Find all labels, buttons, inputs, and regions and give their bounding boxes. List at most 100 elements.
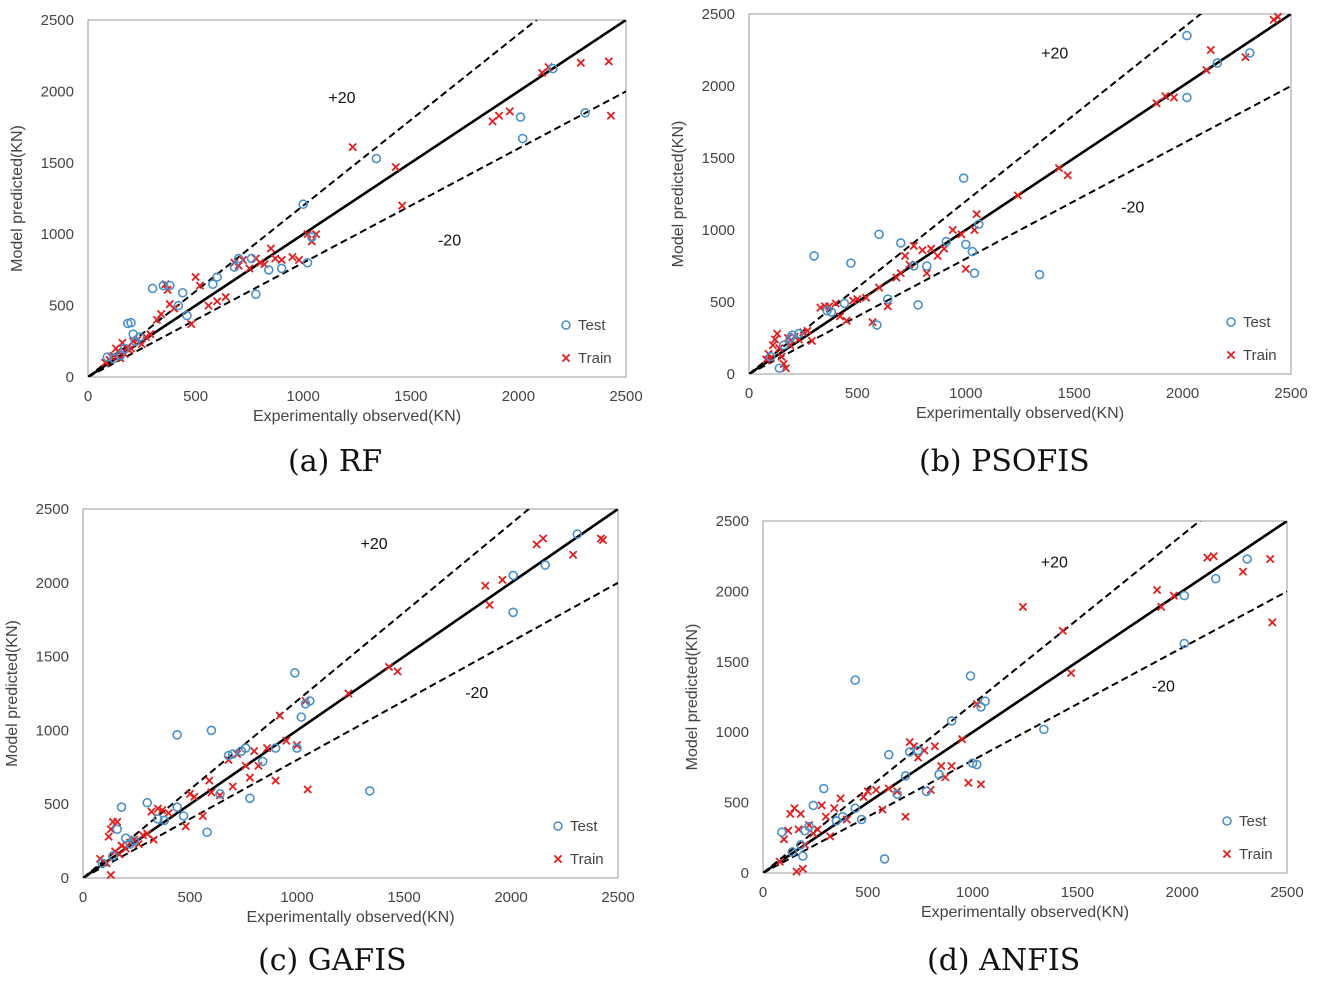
test-point xyxy=(153,814,163,824)
train-point xyxy=(311,229,321,239)
x-tick-label: 2000 xyxy=(1166,385,1199,402)
train-point xyxy=(1066,668,1076,678)
train-point xyxy=(288,252,297,262)
test-point xyxy=(818,783,829,794)
test-point xyxy=(172,802,182,812)
test-point xyxy=(508,570,518,581)
band-annotation: -20 xyxy=(465,685,488,702)
train-point xyxy=(384,662,394,672)
test-point xyxy=(1210,573,1221,584)
train-point xyxy=(786,809,795,819)
y-tick-label: 500 xyxy=(710,294,735,311)
train-point xyxy=(228,782,238,791)
test-point xyxy=(921,261,932,271)
chart-panel-psofis: 0 500 1000 1500 2000 2500 0 500 1000 1500 2000 2500… xyxy=(661,0,1322,491)
test-point xyxy=(97,858,108,869)
test-point xyxy=(839,298,850,309)
train-point xyxy=(275,711,285,720)
x-tick-label: 500 xyxy=(183,388,208,405)
train-point xyxy=(147,807,156,816)
train-point xyxy=(117,841,126,850)
test-point xyxy=(208,279,218,289)
test-point xyxy=(307,232,317,242)
train-point xyxy=(1013,191,1023,200)
train-point xyxy=(397,201,407,210)
train-point xyxy=(245,264,254,273)
y-tick-label: 1500 xyxy=(36,649,69,666)
test-point xyxy=(974,219,984,230)
train-point xyxy=(830,803,839,813)
train-point xyxy=(190,792,199,802)
x-tick-label: 500 xyxy=(855,884,880,901)
train-point xyxy=(1265,554,1275,564)
train-point xyxy=(1273,12,1283,22)
legend-marker-train xyxy=(553,854,563,864)
train-point xyxy=(1152,99,1161,108)
y-tick-label: 500 xyxy=(724,795,749,812)
train-point xyxy=(1157,602,1166,612)
train-point xyxy=(207,788,216,797)
x-axis-title: Experimentally observed(KN) xyxy=(246,909,454,926)
test-point xyxy=(240,743,251,753)
plot-frame xyxy=(82,508,619,879)
upper-bound-line xyxy=(88,20,538,377)
test-point xyxy=(822,305,832,316)
test-point xyxy=(892,789,902,799)
train-point xyxy=(181,822,190,831)
train-point xyxy=(538,534,548,543)
x-tick-label: 0 xyxy=(759,884,767,901)
train-point xyxy=(277,255,286,265)
test-point xyxy=(1242,554,1252,564)
train-point xyxy=(1058,626,1067,636)
legend-label-test: Test xyxy=(1243,314,1271,331)
x-tick-label: 2500 xyxy=(601,889,634,906)
train-point xyxy=(831,299,840,308)
train-point xyxy=(884,784,893,793)
train-point xyxy=(205,776,214,785)
test-point xyxy=(846,258,856,268)
test-point xyxy=(795,840,806,850)
test-point xyxy=(548,63,558,74)
test-point xyxy=(158,280,169,291)
test-point xyxy=(913,300,923,310)
train-point xyxy=(842,316,851,325)
band-annotation: -20 xyxy=(438,233,461,250)
test-point xyxy=(129,836,140,846)
test-point xyxy=(508,607,518,618)
train-point xyxy=(1269,15,1278,24)
train-point xyxy=(922,268,932,278)
x-tick-label: 2500 xyxy=(1270,884,1303,901)
train-point xyxy=(110,847,120,856)
y-tick-label: 1500 xyxy=(41,155,74,172)
caption-rf: (a) RF xyxy=(288,444,383,479)
test-point xyxy=(305,696,315,706)
train-point xyxy=(777,352,786,361)
test-point xyxy=(126,317,136,328)
y-tick-label: 2000 xyxy=(716,583,749,600)
train-point xyxy=(1202,65,1211,75)
y-tick-label: 2500 xyxy=(702,6,735,23)
test-point xyxy=(1182,30,1192,41)
test-point xyxy=(364,786,375,796)
legend: Test Train xyxy=(1226,314,1277,364)
test-point xyxy=(971,759,982,770)
series-test xyxy=(765,30,1255,374)
train-point xyxy=(195,281,205,290)
test-point xyxy=(882,294,893,304)
train-point xyxy=(813,825,822,834)
identity-line xyxy=(763,521,1287,873)
train-point xyxy=(807,336,817,346)
train-point xyxy=(792,867,801,876)
series-train xyxy=(775,551,1277,876)
legend-marker-test xyxy=(1226,317,1236,327)
train-point xyxy=(821,812,831,821)
identity-line xyxy=(83,509,618,878)
train-point xyxy=(113,817,122,827)
x-tick-label: 1500 xyxy=(394,388,427,405)
test-point xyxy=(765,351,776,362)
train-point xyxy=(598,535,608,545)
test-point xyxy=(228,749,238,759)
legend-label-train: Train xyxy=(578,350,612,367)
train-point xyxy=(1241,52,1250,62)
train-point xyxy=(853,294,862,304)
